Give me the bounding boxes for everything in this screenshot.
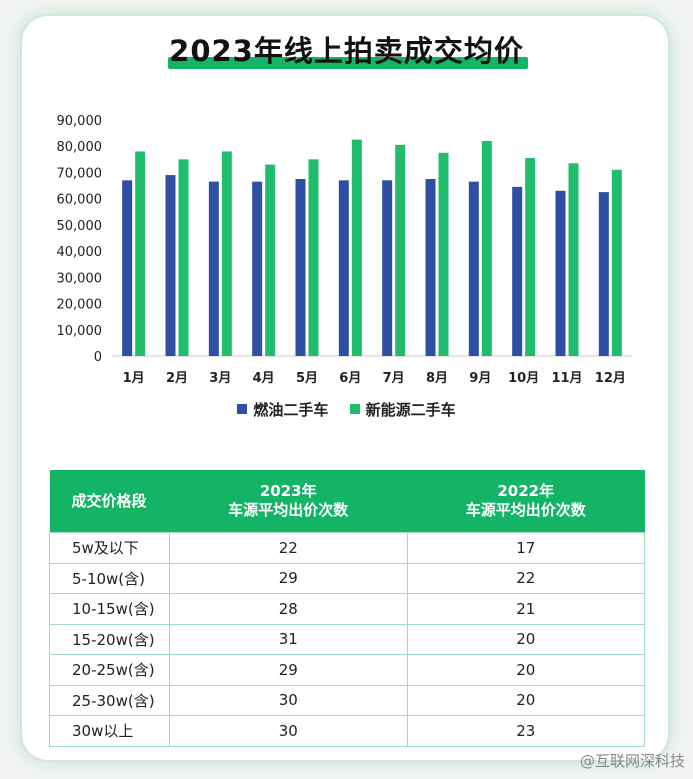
title-underline [168,57,528,69]
bar-ev [611,169,622,356]
chart-legend: 燃油二手车 新能源二手车 [0,399,693,420]
legend-label-ev: 新能源二手车 [365,401,456,419]
cell-2022: 17 [406,532,645,564]
cell-2022: 20 [406,654,645,686]
cell-price-range: 15-20w(含) [49,623,170,655]
x-tick-label: 3月 [209,371,231,386]
table-row: 30w以上 30 23 [49,715,645,747]
cell-2023: 30 [169,684,408,716]
table-row: 5-10w(含) 29 22 [49,562,645,594]
y-tick-label: 70,000 [57,166,103,181]
cell-price-range: 5w及以下 [49,532,170,564]
cell-price-range: 20-25w(含) [49,654,170,686]
page-title: 2023年线上拍卖成交均价 [169,34,524,68]
bar-fuel [382,180,393,356]
cell-2023: 29 [169,562,408,594]
bar-chart: 0 10,000 20,000 30,000 40,000 50,000 60,000 70,… [57,114,632,386]
table-row: 10-15w(含) 28 21 [49,593,645,625]
legend-swatch-fuel [237,403,248,414]
x-tick-label: 12月 [595,371,626,386]
legend-swatch-ev [349,403,360,414]
bar-ev [135,151,146,356]
bar-fuel [338,180,349,356]
cell-2023: 28 [169,593,408,625]
legend-item-fuel: 燃油二手车 [237,399,328,420]
x-tick-label: 11月 [551,371,582,386]
cell-price-range: 5-10w(含) [49,562,170,594]
bar-ev [525,158,536,356]
bar-ev [438,152,449,356]
bar-fuel [555,190,566,356]
table-row: 15-20w(含) 31 20 [49,623,645,655]
cell-2023: 31 [169,623,408,655]
bar-ev [265,164,276,356]
x-tick-label: 9月 [469,371,491,386]
y-tick-label: 60,000 [57,193,103,208]
bar-fuel [252,181,263,356]
table-header-row: 成交价格段 2023年 车源平均出价次数 2022年 车源平均出价次数 [49,470,645,533]
bar-fuel [512,186,523,356]
bar-fuel [165,175,176,356]
table-row: 5w及以下 22 17 [49,532,645,564]
header-price-range: 成交价格段 [49,470,170,533]
bar-ev [178,159,189,356]
cell-2022: 20 [406,623,645,655]
y-tick-label: 0 [94,350,102,365]
cell-price-range: 30w以上 [49,715,170,747]
bar-fuel [468,181,479,356]
cell-2023: 30 [169,715,408,747]
bar-fuel [598,192,609,356]
y-tick-label: 40,000 [57,245,103,260]
cell-2022: 21 [406,593,645,625]
x-tick-label: 2月 [166,371,188,386]
cell-2023: 22 [169,532,408,564]
y-tick-label: 10,000 [57,324,103,339]
bar-ev [308,159,319,356]
cell-2022: 22 [406,562,645,594]
x-tick-label: 8月 [426,371,448,386]
legend-item-ev: 新能源二手车 [349,399,456,420]
x-tick-label: 6月 [339,371,361,386]
bar-ev [221,151,232,356]
x-tick-label: 10月 [508,371,539,386]
bid-count-table: 成交价格段 2023年 车源平均出价次数 2022年 车源平均出价次数 5w及以下 2… [49,470,645,747]
legend-label-fuel: 燃油二手车 [253,401,329,419]
y-tick-label: 20,000 [57,298,103,313]
y-tick-label: 50,000 [57,219,103,234]
cell-2022: 20 [406,684,645,716]
bar-fuel [295,179,306,356]
bar-ev [351,139,362,356]
bar-ev [568,163,579,356]
bar-ev [395,144,406,356]
bar-ev [481,140,492,356]
cell-price-range: 10-15w(含) [49,593,170,625]
watermark: @互联网深科技 [579,752,685,770]
table-row: 25-30w(含) 30 20 [49,684,645,716]
cell-2023: 29 [169,654,408,686]
header-2022: 2022年 车源平均出价次数 [407,470,645,533]
y-tick-label: 80,000 [57,140,103,155]
x-tick-label: 5月 [296,371,318,386]
x-tick-label: 1月 [123,371,145,386]
cell-2022: 23 [406,715,645,747]
cell-price-range: 25-30w(含) [49,684,170,716]
x-tick-label: 4月 [253,371,275,386]
bar-fuel [122,180,133,356]
x-tick-label: 7月 [383,371,405,386]
bar-fuel [208,181,219,356]
y-tick-label: 90,000 [57,114,103,129]
header-2023: 2023年 车源平均出价次数 [169,470,407,533]
y-tick-label: 30,000 [57,271,103,286]
table-row: 20-25w(含) 29 20 [49,654,645,686]
bar-fuel [425,179,436,356]
